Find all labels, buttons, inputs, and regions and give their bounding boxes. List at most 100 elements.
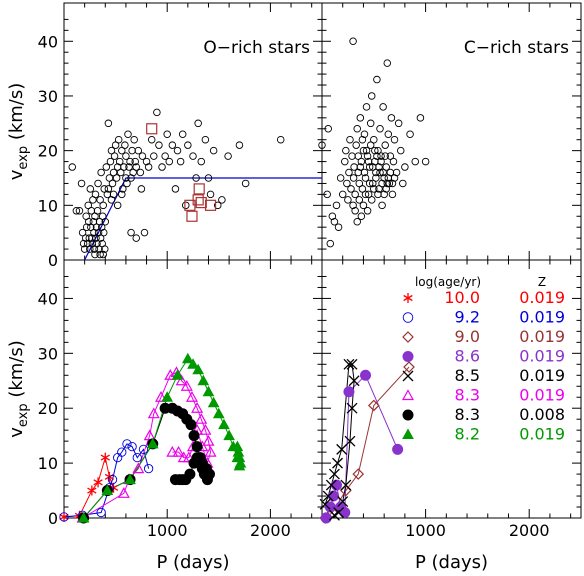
fit-lines — [84, 177, 322, 261]
data-point — [171, 369, 184, 380]
data-point — [121, 141, 129, 149]
legend-header-z: Z — [538, 275, 546, 289]
data-point — [328, 509, 340, 521]
data-point — [344, 196, 352, 204]
data-point — [100, 452, 110, 463]
data-point — [320, 512, 332, 524]
data-point — [338, 190, 347, 199]
data-point — [195, 196, 207, 209]
data-point — [150, 152, 158, 160]
data-point — [380, 174, 388, 182]
data-point — [108, 179, 117, 188]
data-point — [111, 141, 120, 149]
data-point — [168, 141, 177, 149]
data-point — [349, 37, 357, 46]
data-point — [204, 199, 217, 211]
data-point — [101, 245, 109, 253]
data-point — [207, 396, 220, 408]
data-point — [232, 446, 245, 457]
data-point — [105, 174, 114, 182]
data-point — [106, 157, 115, 166]
data-point — [117, 168, 125, 177]
data-point — [176, 157, 185, 166]
data-point — [93, 239, 101, 248]
data-point — [399, 179, 407, 188]
data-point — [153, 108, 161, 117]
data-point — [96, 250, 104, 259]
data-point — [126, 157, 134, 166]
data-point — [194, 119, 202, 128]
data-point — [359, 201, 368, 210]
data-point — [96, 234, 105, 242]
data-point — [365, 179, 374, 188]
data-point — [79, 239, 88, 248]
data-point — [100, 185, 108, 193]
legend: log(age/yr) Z 10.0 0.019 9.2 0.019 9.0 0.019 8.6… — [401, 275, 565, 444]
data-point — [180, 380, 193, 391]
data-point — [181, 352, 194, 364]
data-point — [115, 157, 124, 166]
data-point — [361, 174, 370, 182]
data-point — [107, 146, 116, 155]
data-point — [212, 407, 225, 419]
data-point — [138, 152, 147, 160]
data-point — [383, 179, 392, 188]
data-point — [328, 468, 340, 480]
data-point — [392, 443, 404, 455]
fit-line — [84, 177, 322, 261]
y-tick-label: 30 — [38, 87, 58, 106]
data-point — [104, 185, 113, 193]
series-line — [324, 366, 410, 519]
data-point — [353, 217, 361, 226]
legend-z: 0.019 — [519, 288, 565, 307]
data-point — [357, 212, 366, 221]
data-point — [347, 185, 355, 193]
data-point — [84, 201, 93, 210]
legend-marker — [402, 370, 414, 382]
data-point — [197, 157, 206, 166]
data-point — [364, 190, 373, 199]
data-point — [375, 163, 383, 171]
data-point — [68, 163, 77, 171]
data-point — [107, 196, 116, 204]
data-point — [191, 441, 203, 453]
data-point — [363, 152, 372, 160]
data-point — [185, 419, 197, 431]
data-point — [370, 135, 378, 144]
data-point — [124, 473, 136, 485]
data-point — [59, 512, 69, 522]
y-tick-label: 40 — [38, 289, 58, 308]
data-point — [330, 217, 339, 226]
data-point — [348, 152, 356, 160]
x-axis-label: P (days) — [156, 552, 229, 573]
data-point — [192, 174, 200, 182]
data-point — [360, 130, 369, 138]
legend-marker — [402, 331, 414, 343]
data-point — [377, 157, 385, 166]
x-tick-label: 1000 — [147, 521, 188, 540]
data-point — [77, 511, 90, 523]
y-tick-label: 40 — [38, 32, 58, 51]
data-point — [92, 223, 101, 231]
data-point — [136, 168, 145, 177]
data-point — [351, 190, 359, 199]
data-point — [123, 179, 131, 188]
data-point — [378, 179, 386, 188]
data-point — [204, 445, 217, 457]
data-point — [324, 125, 332, 133]
legend-marker — [402, 312, 414, 323]
data-point — [371, 146, 379, 155]
data-point — [187, 358, 199, 369]
data-point — [154, 390, 168, 402]
data-point — [131, 157, 139, 166]
data-point — [128, 146, 136, 155]
data-point — [355, 196, 364, 204]
data-point — [144, 163, 153, 171]
data-point — [169, 474, 181, 486]
data-point — [381, 141, 389, 149]
data-point — [97, 168, 105, 177]
data-point — [127, 174, 135, 182]
legend-marker — [403, 293, 413, 303]
panel-title: O−rich stars — [203, 38, 310, 58]
data-point — [117, 487, 130, 498]
